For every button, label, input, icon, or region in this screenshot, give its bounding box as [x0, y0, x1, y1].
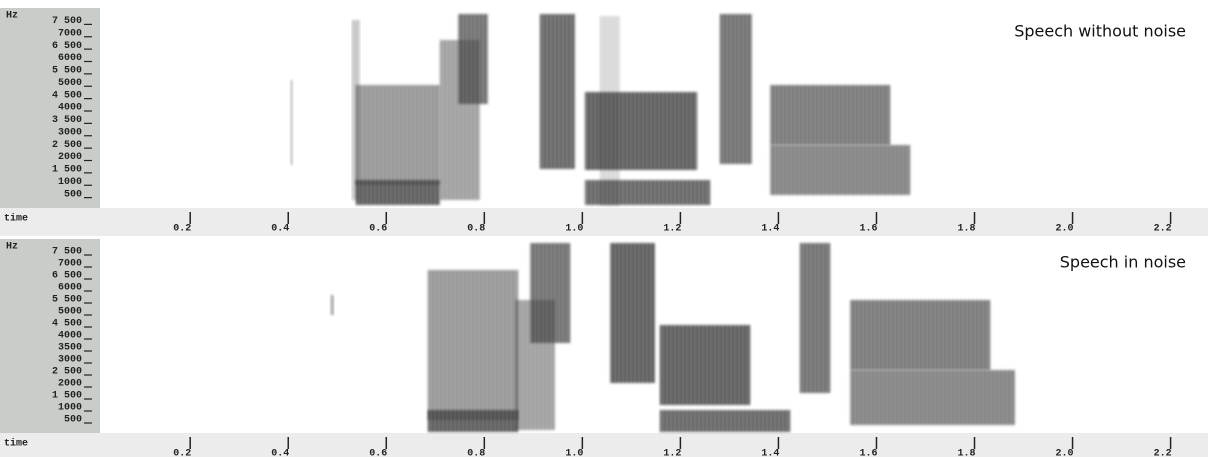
x-tick-label: 1.8	[958, 449, 976, 457]
y-axis-panel	[0, 8, 100, 208]
y-tick-label: 3000	[58, 127, 82, 138]
energy	[660, 410, 790, 432]
y-tick-label: 2 500	[52, 367, 82, 378]
x-tick-label: 2.2	[1154, 224, 1172, 235]
y-tick-label: 500	[64, 189, 82, 200]
y-tick-label: 3 500	[52, 115, 82, 126]
y-tick-label: 5000	[58, 307, 82, 318]
y-tick-label: 6000	[58, 53, 82, 64]
y-tick-label: 5000	[58, 78, 82, 89]
x-tick-label: 1.0	[565, 224, 583, 235]
y-axis-panel	[0, 239, 100, 433]
x-tick-label: 2.0	[1056, 224, 1074, 235]
x-tick-label: 1.4	[761, 224, 779, 235]
spectral-energy-top	[290, 14, 910, 206]
y-tick-label: 2 500	[52, 140, 82, 151]
energy	[850, 370, 1015, 425]
energy	[356, 180, 440, 205]
y-tick-label: 7000	[58, 259, 82, 270]
x-tick-label: 1.2	[663, 449, 681, 457]
energy	[540, 14, 575, 169]
energy	[800, 243, 830, 393]
panel-title: Speech without noise	[1014, 22, 1186, 41]
y-tick-label: 6 500	[52, 271, 82, 282]
y-tick-label: 1 500	[52, 391, 82, 402]
y-axis-label: Hz	[6, 242, 18, 253]
time-strip	[0, 433, 1208, 457]
y-tick-label: 6 500	[52, 41, 82, 52]
energy	[610, 243, 655, 383]
y-tick-label: 1000	[58, 177, 82, 188]
energy	[428, 410, 518, 432]
spectral-energy-bottom	[330, 243, 1015, 432]
x-axis-label: time	[4, 213, 28, 225]
energy	[600, 16, 620, 206]
y-tick-label: 4000	[58, 331, 82, 342]
energy	[356, 85, 440, 185]
x-tick-label: 1.6	[859, 224, 877, 235]
x-tick-label: 0.6	[369, 224, 387, 235]
y-tick-label: 2000	[58, 379, 82, 390]
y-tick-label: 4000	[58, 103, 82, 114]
x-tick-label: 0.4	[271, 449, 289, 457]
y-tick-label: 5 500	[52, 66, 82, 77]
y-tick-label: 500	[64, 415, 82, 426]
x-tick-label: 1.4	[761, 449, 779, 457]
energy	[458, 14, 488, 104]
x-tick-label: 1.6	[859, 449, 877, 457]
y-tick-label: 4 500	[52, 319, 82, 330]
energy	[428, 270, 518, 420]
x-tick-label: 0.2	[173, 449, 191, 457]
x-tick-label: 1.2	[663, 224, 681, 235]
panel-title: Speech in noise	[1060, 253, 1186, 272]
energy	[850, 300, 990, 370]
x-tick-label: 0.2	[173, 224, 191, 235]
x-tick-label: 2.0	[1056, 449, 1074, 457]
energy	[660, 325, 750, 405]
y-tick-label: 3000	[58, 355, 82, 366]
energy	[770, 145, 910, 195]
y-tick-label: 7000	[58, 28, 82, 39]
x-tick-label: 0.4	[271, 224, 289, 235]
y-tick-label: 7 500	[52, 247, 82, 258]
y-tick-label: 6000	[58, 283, 82, 294]
energy	[720, 14, 752, 164]
time-strip	[0, 208, 1208, 236]
y-tick-label: 3500	[58, 343, 82, 354]
y-tick-label: 5 500	[52, 295, 82, 306]
x-tick-label: 1.0	[565, 449, 583, 457]
x-tick-label: 0.8	[467, 224, 485, 235]
x-tick-label: 0.8	[467, 449, 485, 457]
energy	[290, 80, 293, 165]
x-tick-label: 2.2	[1154, 449, 1172, 457]
y-tick-label: 2000	[58, 152, 82, 163]
y-tick-label: 1 500	[52, 165, 82, 176]
y-tick-label: 7 500	[52, 16, 82, 27]
x-axis-label: time	[4, 438, 28, 450]
y-tick-label: 4 500	[52, 90, 82, 101]
x-tick-label: 1.8	[958, 224, 976, 235]
x-tick-label: 0.6	[369, 449, 387, 457]
energy	[770, 85, 890, 145]
y-axis-label: Hz	[6, 11, 18, 22]
energy	[330, 295, 334, 315]
energy	[530, 243, 570, 343]
y-tick-label: 1000	[58, 403, 82, 414]
